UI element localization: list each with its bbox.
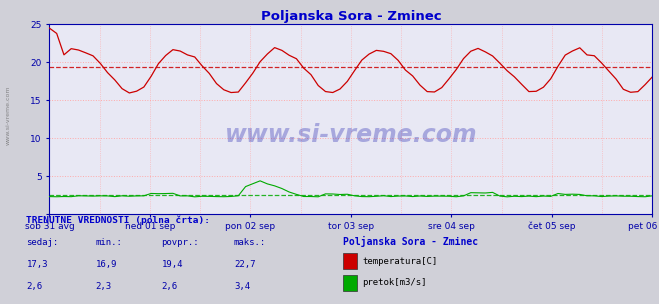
Text: 2,6: 2,6 bbox=[26, 282, 42, 291]
Text: Poljanska Sora - Zminec: Poljanska Sora - Zminec bbox=[343, 236, 478, 247]
Text: 2,3: 2,3 bbox=[96, 282, 111, 291]
Text: temperatura[C]: temperatura[C] bbox=[362, 257, 438, 266]
Text: min.:: min.: bbox=[96, 238, 123, 247]
Text: 3,4: 3,4 bbox=[234, 282, 250, 291]
Text: 19,4: 19,4 bbox=[161, 260, 183, 269]
Text: pretok[m3/s]: pretok[m3/s] bbox=[362, 278, 427, 288]
Text: povpr.:: povpr.: bbox=[161, 238, 199, 247]
Text: 22,7: 22,7 bbox=[234, 260, 256, 269]
Text: sedaj:: sedaj: bbox=[26, 238, 59, 247]
Text: maks.:: maks.: bbox=[234, 238, 266, 247]
Text: TRENUTNE VREDNOSTI (polna črta):: TRENUTNE VREDNOSTI (polna črta): bbox=[26, 216, 210, 226]
Text: 17,3: 17,3 bbox=[26, 260, 48, 269]
Text: 16,9: 16,9 bbox=[96, 260, 117, 269]
Title: Poljanska Sora - Zminec: Poljanska Sora - Zminec bbox=[260, 10, 442, 23]
Text: www.si-vreme.com: www.si-vreme.com bbox=[225, 123, 477, 147]
Text: 2,6: 2,6 bbox=[161, 282, 177, 291]
Text: www.si-vreme.com: www.si-vreme.com bbox=[5, 86, 11, 145]
